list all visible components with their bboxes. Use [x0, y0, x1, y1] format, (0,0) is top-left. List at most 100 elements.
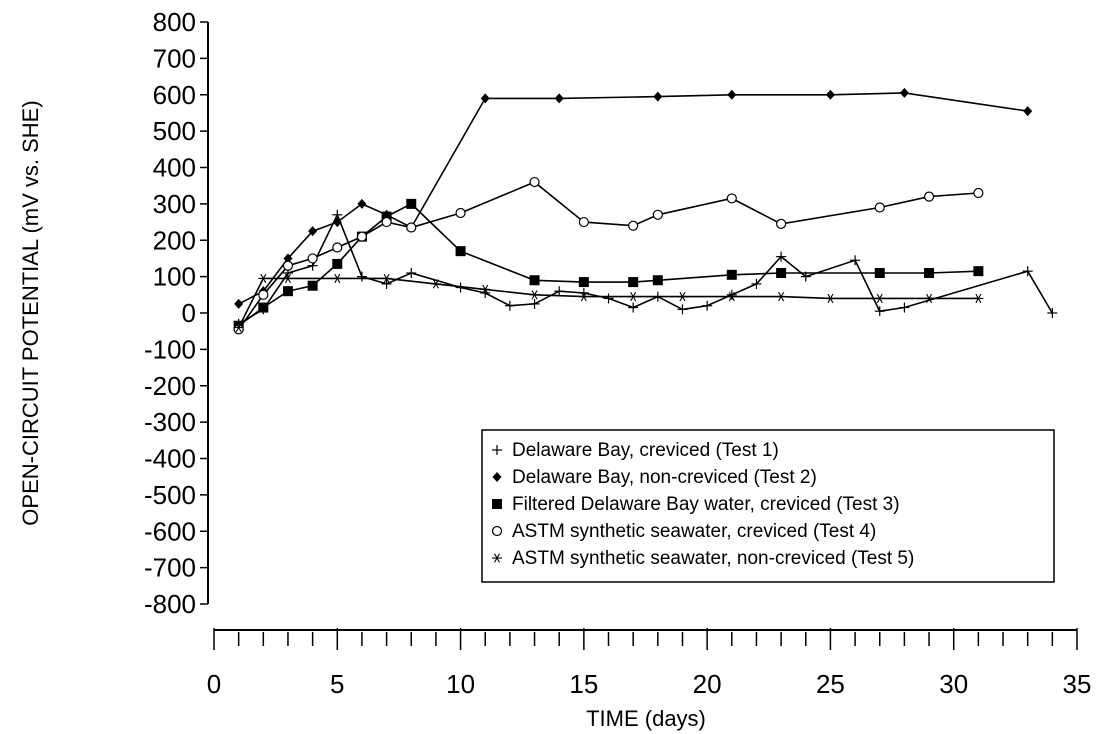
- data-point-plus: [603, 293, 614, 304]
- x-tick-label: 0: [207, 669, 221, 699]
- y-tick-label: 400: [153, 153, 196, 183]
- data-point-circle: [381, 216, 392, 228]
- y-tick-label: -300: [144, 407, 196, 437]
- data-point-diamond: [554, 93, 564, 104]
- data-point-circle: [652, 209, 663, 220]
- data-point-square: [578, 277, 589, 288]
- data-point-circle: [578, 216, 589, 228]
- data-point-plus: [381, 278, 392, 289]
- y-tick-label: 800: [153, 7, 196, 37]
- data-point-asterisk: [381, 273, 392, 284]
- axis-ticks: 8007006005004003002001000-100-200-300-40…: [144, 7, 1092, 699]
- data-point-diamond: [727, 89, 737, 100]
- y-tick-label: 600: [153, 80, 196, 110]
- data-point-plus: [899, 302, 910, 313]
- legend: Delaware Bay, creviced (Test 1) Delaware …: [481, 429, 1055, 583]
- data-point-plus: [628, 302, 639, 313]
- series-line: [238, 181, 979, 330]
- legend-label: Delaware Bay, non-creviced (Test 2): [512, 467, 817, 488]
- data-point-circle: [628, 220, 639, 231]
- data-point-plus: [406, 267, 417, 278]
- data-point-diamond: [492, 472, 502, 482]
- data-point-circle: [874, 202, 885, 213]
- data-point-square: [973, 266, 984, 277]
- data-point-square: [776, 267, 787, 278]
- data-point-square: [628, 277, 639, 288]
- series-line: [238, 212, 1053, 325]
- data-point-asterisk: [529, 290, 540, 300]
- data-point-plus: [1022, 266, 1033, 277]
- x-tick-label: 25: [816, 669, 845, 699]
- data-point-asterisk: [677, 292, 688, 302]
- data-point-square: [307, 280, 318, 291]
- x-axis-title: TIME (days): [586, 706, 706, 731]
- x-tick-label: 20: [693, 669, 722, 699]
- data-point-square: [381, 211, 392, 222]
- data-point-plus: [776, 251, 787, 262]
- data-point-diamond: [1023, 106, 1033, 117]
- data-point-asterisk: [233, 322, 244, 333]
- y-tick-label: 300: [153, 189, 196, 219]
- legend-label: Filtered Delaware Bay water, creviced (T…: [512, 494, 900, 515]
- data-point-asterisk: [492, 553, 502, 563]
- series-4: [233, 176, 984, 335]
- legend-item: ASTM synthetic seawater, creviced (Test …: [491, 521, 876, 542]
- data-point-square: [529, 275, 540, 286]
- legend-label: ASTM synthetic seawater, non-creviced (T…: [512, 548, 914, 569]
- data-point-circle: [491, 525, 503, 537]
- data-point-plus: [677, 304, 688, 315]
- data-point-circle: [406, 222, 417, 233]
- data-point-square: [406, 198, 417, 209]
- series-5: [233, 273, 984, 333]
- y-tick-label: 100: [153, 262, 196, 292]
- series-3: [233, 198, 984, 331]
- legend-item: Filtered Delaware Bay water, creviced (T…: [492, 494, 900, 515]
- data-point-circle: [356, 231, 368, 242]
- data-point-plus: [504, 300, 515, 311]
- data-point-diamond: [332, 217, 342, 228]
- series-layer: [233, 87, 1058, 335]
- data-point-plus: [726, 289, 737, 300]
- series-line: [238, 202, 979, 327]
- data-point-diamond: [308, 226, 318, 237]
- data-point-diamond: [480, 93, 490, 104]
- data-point-plus: [492, 445, 502, 455]
- legend-box: [481, 429, 1055, 583]
- y-tick-label: -400: [144, 444, 196, 474]
- data-point-square: [332, 258, 343, 269]
- series-2: [234, 87, 1033, 309]
- data-point-circle: [455, 207, 466, 219]
- data-point-circle: [776, 218, 787, 229]
- data-point-plus: [702, 300, 713, 311]
- y-tick-label: -800: [144, 589, 196, 619]
- data-point-diamond: [653, 91, 663, 102]
- data-point-diamond: [283, 253, 293, 264]
- data-point-square: [874, 267, 885, 278]
- data-point-asterisk: [578, 292, 589, 302]
- y-tick-label: 200: [153, 225, 196, 255]
- series-1: [233, 209, 1058, 329]
- data-point-circle: [923, 191, 935, 202]
- x-tick-label: 10: [446, 669, 475, 699]
- data-point-asterisk: [258, 273, 269, 284]
- data-point-diamond: [234, 298, 244, 309]
- data-point-plus: [850, 255, 861, 266]
- data-point-circle: [726, 193, 737, 204]
- data-point-circle: [973, 187, 984, 199]
- data-point-square: [924, 267, 935, 278]
- y-tick-label: 700: [153, 43, 196, 73]
- y-tick-label: 0: [182, 298, 196, 328]
- data-point-asterisk: [973, 293, 984, 304]
- data-point-square: [652, 275, 663, 286]
- x-tick-label: 5: [330, 669, 344, 699]
- data-point-asterisk: [628, 292, 639, 302]
- data-point-plus: [751, 278, 762, 289]
- data-point-asterisk: [825, 293, 836, 304]
- data-point-asterisk: [282, 273, 293, 284]
- y-tick-label: -100: [144, 334, 196, 364]
- y-tick-label: -700: [144, 553, 196, 583]
- data-point-circle: [258, 289, 269, 300]
- y-axis-title: OPEN-CIRCUIT POTENTIAL (mV vs. SHE): [18, 100, 43, 525]
- data-point-plus: [356, 271, 367, 282]
